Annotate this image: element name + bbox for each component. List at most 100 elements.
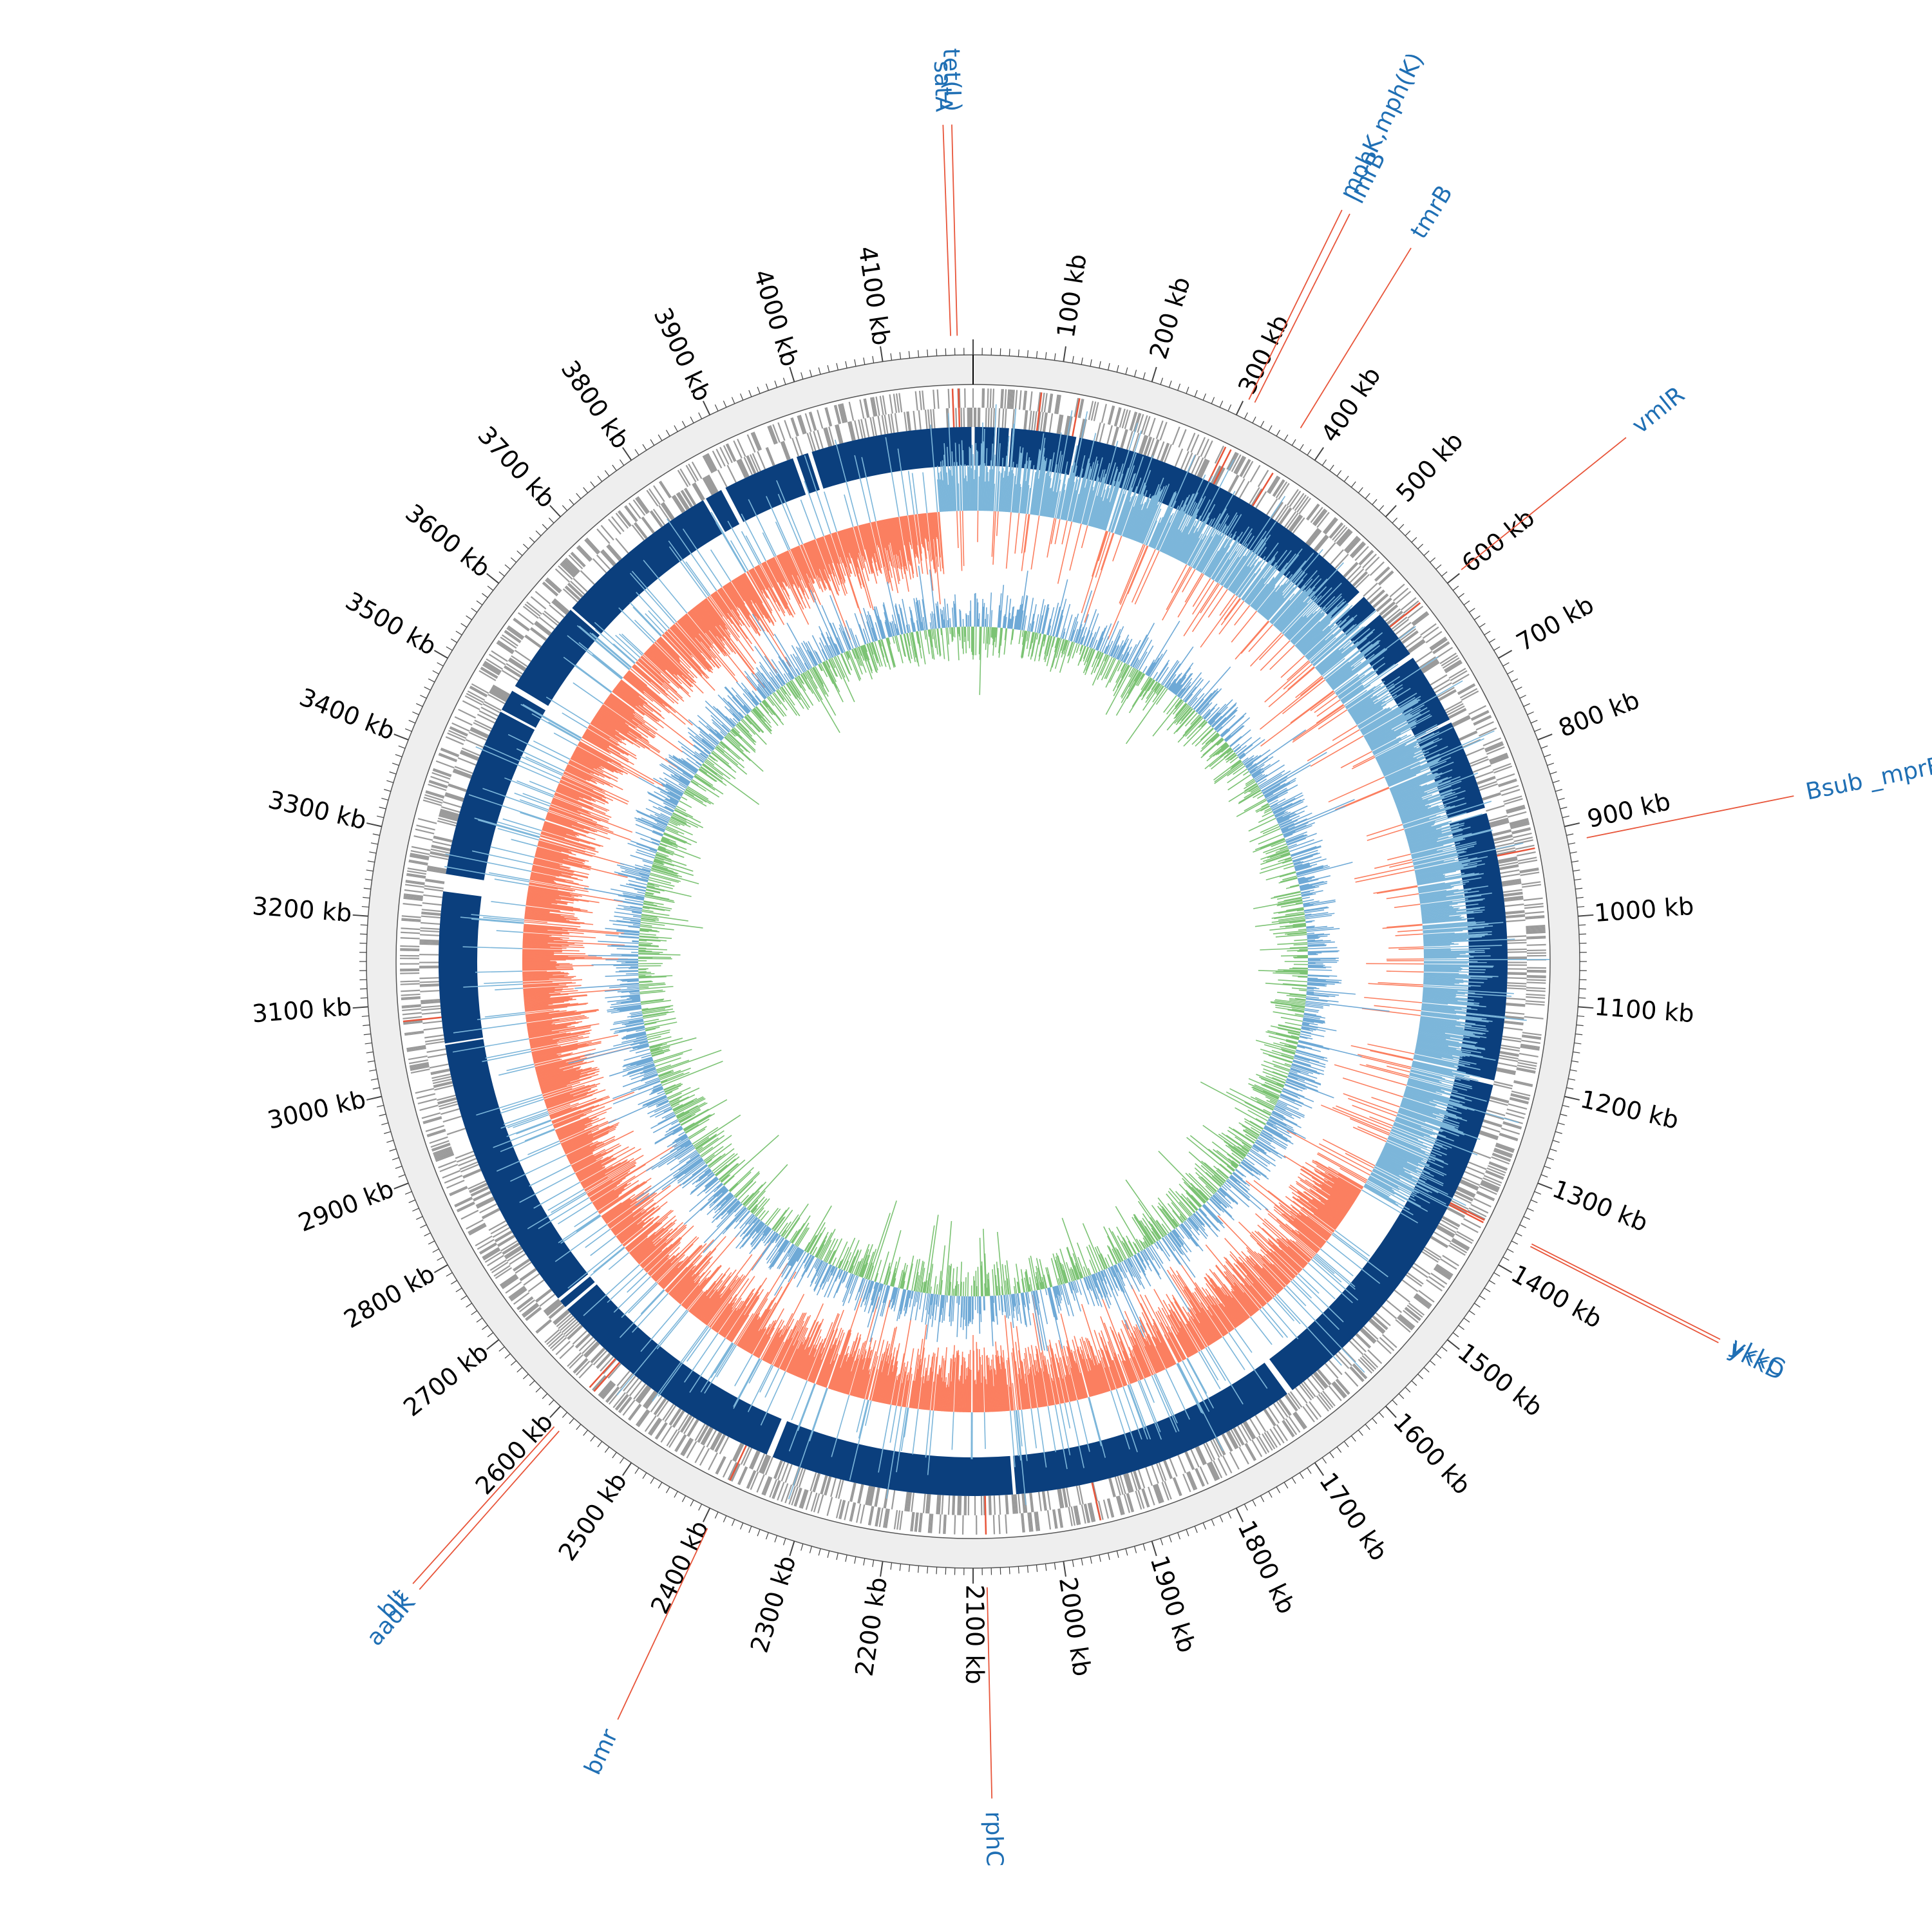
feature-mark bbox=[1303, 1381, 1316, 1397]
feature-mark bbox=[1093, 402, 1099, 422]
gc-content-bar bbox=[776, 1312, 804, 1368]
minor-tick bbox=[412, 1208, 419, 1212]
feature-mark bbox=[703, 477, 714, 495]
gc-content-bar bbox=[1314, 1169, 1359, 1197]
minor-tick bbox=[516, 550, 523, 556]
feature-mark bbox=[457, 757, 477, 766]
feature-mark bbox=[1239, 459, 1250, 477]
gc-content-bar bbox=[1215, 1265, 1255, 1314]
feature-mark bbox=[429, 1136, 448, 1144]
gc-content-bar bbox=[1018, 1410, 1023, 1447]
minor-tick bbox=[1142, 1544, 1146, 1551]
feature-mark bbox=[1490, 821, 1510, 828]
gc-content-bar bbox=[1419, 1021, 1489, 1032]
gc-content-bar bbox=[1001, 477, 1005, 512]
minor-tick bbox=[1502, 1256, 1510, 1261]
feature-mark bbox=[1108, 1498, 1115, 1518]
gc-content-bar bbox=[1056, 1358, 1067, 1403]
gc-content-bar bbox=[896, 1407, 907, 1473]
feature-mark bbox=[507, 626, 524, 639]
feature-mark bbox=[553, 1309, 569, 1323]
feature-mark bbox=[1499, 1050, 1519, 1056]
feature-mark bbox=[1028, 1512, 1032, 1532]
gc-content-bar bbox=[697, 1269, 737, 1320]
gc-content-bar bbox=[1401, 1103, 1434, 1114]
gc-content-bar bbox=[531, 871, 556, 878]
feature-mark bbox=[1526, 976, 1546, 979]
feature-mark bbox=[1103, 1499, 1110, 1519]
gc-content-bar bbox=[625, 1209, 674, 1250]
feature-mark bbox=[826, 1497, 833, 1516]
gc-content-bar bbox=[1397, 1111, 1465, 1135]
gc-content-bar bbox=[1144, 1294, 1180, 1363]
gc-content-bar bbox=[1378, 1159, 1448, 1195]
gc-content-bar bbox=[1286, 617, 1307, 639]
major-tick bbox=[1498, 1264, 1513, 1273]
gc-content-bar bbox=[1030, 1345, 1041, 1408]
gc-content-bar bbox=[858, 1350, 872, 1398]
gc-content-bar bbox=[1297, 1231, 1321, 1250]
gc-content-bar bbox=[995, 1374, 999, 1412]
feature-mark bbox=[1375, 567, 1390, 582]
feature-mark bbox=[1255, 491, 1267, 509]
gc-content-bar bbox=[796, 1346, 810, 1377]
feature-mark bbox=[529, 628, 547, 641]
gc-content-bar bbox=[536, 1068, 560, 1075]
gc-content-bar bbox=[1294, 1229, 1320, 1251]
feature-mark bbox=[440, 806, 460, 813]
feature-mark bbox=[1507, 972, 1527, 974]
feature-mark bbox=[438, 1101, 458, 1108]
tick-label: 3500 kb bbox=[341, 587, 441, 661]
gc-content-bar bbox=[555, 1117, 589, 1132]
feature-mark bbox=[449, 1186, 468, 1195]
gc-content-bar bbox=[1059, 1403, 1071, 1455]
feature-mark bbox=[1029, 1493, 1033, 1513]
feature-mark bbox=[561, 1319, 577, 1334]
feature-mark bbox=[468, 1224, 486, 1235]
gc-content-bar bbox=[1240, 621, 1270, 654]
gc-content-bar bbox=[584, 1177, 608, 1191]
feature-mark bbox=[1526, 931, 1546, 934]
gc-content-bar bbox=[1292, 706, 1345, 743]
feature-mark bbox=[1047, 393, 1052, 413]
feature-mark bbox=[1463, 739, 1481, 748]
feature-mark bbox=[506, 663, 523, 675]
gc-content-bar bbox=[1298, 618, 1332, 650]
gc-content-bar bbox=[595, 1180, 639, 1209]
feature-mark bbox=[584, 1342, 600, 1358]
minor-tick bbox=[809, 370, 812, 377]
gc-content-bar bbox=[1338, 663, 1386, 698]
gc-content-bar bbox=[981, 1364, 983, 1412]
feature-mark bbox=[520, 1269, 537, 1282]
feature-mark bbox=[601, 1383, 615, 1399]
feature-mark bbox=[753, 431, 762, 450]
gc-content-bar bbox=[524, 997, 570, 1003]
gc-content-bar bbox=[1300, 1173, 1352, 1208]
minor-tick bbox=[1108, 363, 1110, 370]
feature-mark bbox=[1264, 1432, 1276, 1450]
feature-mark bbox=[1466, 1166, 1485, 1175]
gc-content-bar bbox=[1141, 1333, 1160, 1372]
gc-content-bar bbox=[531, 1044, 558, 1051]
feature-mark bbox=[915, 1512, 919, 1532]
block-segment bbox=[1449, 813, 1508, 1081]
tick-label: 3000 kb bbox=[265, 1084, 368, 1134]
gc-content-bar bbox=[1409, 1073, 1440, 1082]
gc-content-bar bbox=[1198, 1351, 1221, 1390]
gc-content-bar bbox=[1412, 846, 1475, 861]
gc-content-bar bbox=[628, 1283, 658, 1314]
gc-content-bar bbox=[1245, 1247, 1285, 1288]
gc-content-bar bbox=[1423, 950, 1485, 952]
gc-content-bar bbox=[1374, 859, 1413, 869]
gc-content-bar bbox=[1062, 1378, 1068, 1403]
feature-mark bbox=[1408, 639, 1425, 652]
gc-content-bar bbox=[569, 1130, 634, 1164]
feature-mark bbox=[733, 440, 743, 459]
feature-mark bbox=[1289, 515, 1302, 532]
gc-content-bar bbox=[1024, 514, 1030, 553]
gc-content-bar bbox=[1381, 744, 1437, 772]
gc-content-bar bbox=[1334, 1229, 1370, 1257]
gc-content-bar bbox=[1127, 545, 1149, 594]
feature-mark bbox=[1500, 784, 1519, 793]
feature-mark bbox=[638, 1387, 652, 1404]
